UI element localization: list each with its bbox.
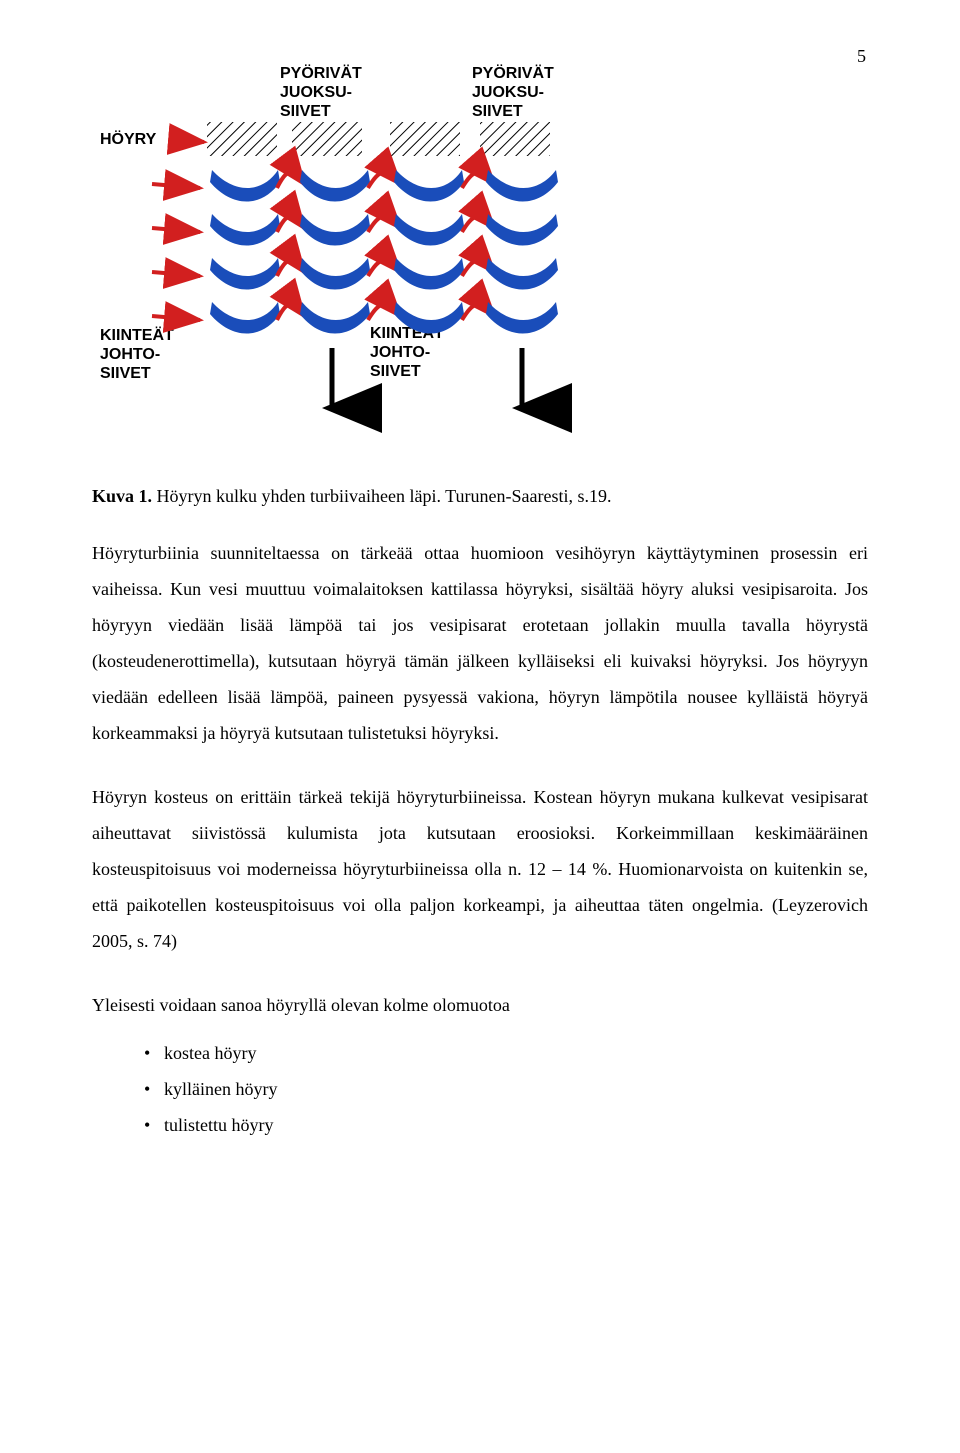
list-item: kostea höyry: [144, 1035, 868, 1071]
caption-text: Höyryn kulku yhden turbiivaiheen läpi. T…: [157, 486, 612, 506]
stator-col-2: [394, 170, 464, 334]
caption-label: Kuva 1.: [92, 486, 152, 506]
figure-caption: Kuva 1. Höyryn kulku yhden turbiivaiheen…: [92, 486, 868, 507]
rotor-col-2: [486, 170, 558, 334]
paragraph-2: Höyryn kosteus on erittäin tärkeä tekijä…: [92, 779, 868, 959]
page-number: 5: [857, 46, 866, 67]
list-intro: Yleisesti voidaan sanoa höyryllä olevan …: [92, 987, 868, 1023]
hatch-top-2: [292, 122, 362, 156]
paragraph-1: Höyryturbiinia suunniteltaessa on tärkeä…: [92, 535, 868, 751]
rotor-col-1: [300, 170, 370, 334]
list-item: kylläinen höyry: [144, 1071, 868, 1107]
hatch-top-1: [207, 122, 277, 156]
hatch-top-4: [480, 122, 550, 156]
hatch-top-3: [390, 122, 460, 156]
list-item: tulistettu höyry: [144, 1107, 868, 1143]
phase-list: kostea höyry kylläinen höyry tulistettu …: [144, 1035, 868, 1143]
turbine-stage-figure: HÖYRY PYÖRIVÄT JUOKSU- SIIVET PYÖRIVÄT J…: [92, 70, 868, 450]
stator-col-1: [210, 170, 280, 334]
